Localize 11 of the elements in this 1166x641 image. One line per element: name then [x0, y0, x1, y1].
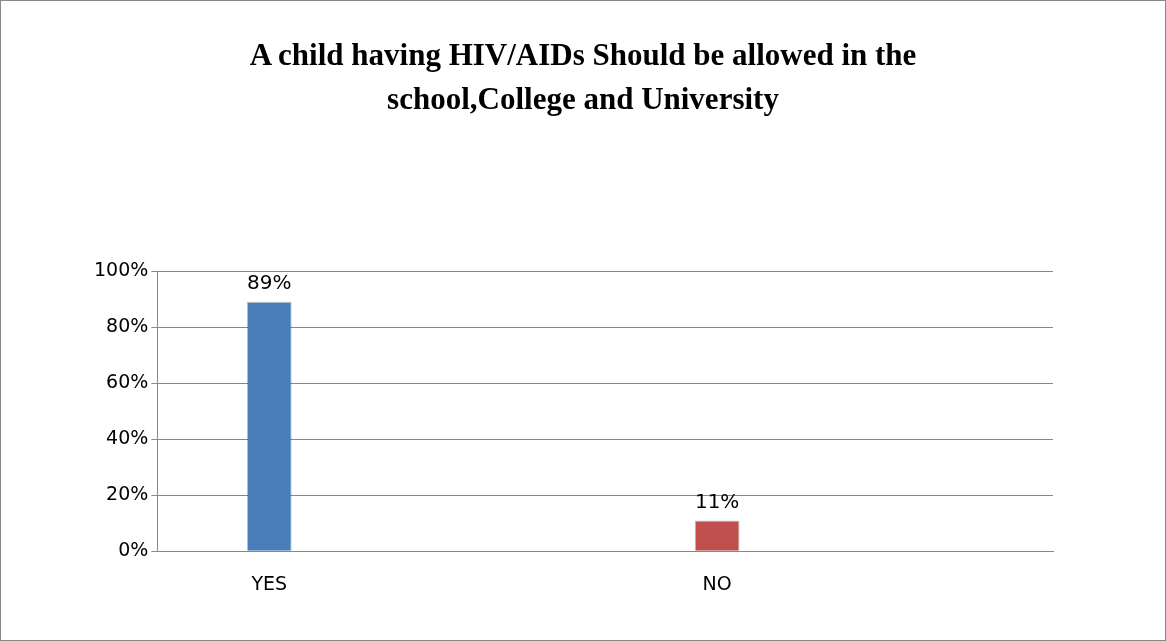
- y-tick-label: 60%: [106, 370, 149, 393]
- x-tick-label: YES: [250, 571, 288, 594]
- data-label: 89%: [247, 270, 292, 295]
- x-tick-label: NO: [702, 571, 732, 594]
- y-tick-label: 40%: [106, 426, 149, 449]
- y-tick-label: 0%: [118, 538, 149, 561]
- y-tick-label: 20%: [106, 482, 149, 505]
- y-tick-label: 100%: [93, 257, 149, 280]
- data-label: 11%: [694, 488, 740, 513]
- y-tick-label: 80%: [106, 313, 149, 336]
- chart-title: A child having HIV/AIDs Should be allowed in the school,College and University: [248, 36, 918, 118]
